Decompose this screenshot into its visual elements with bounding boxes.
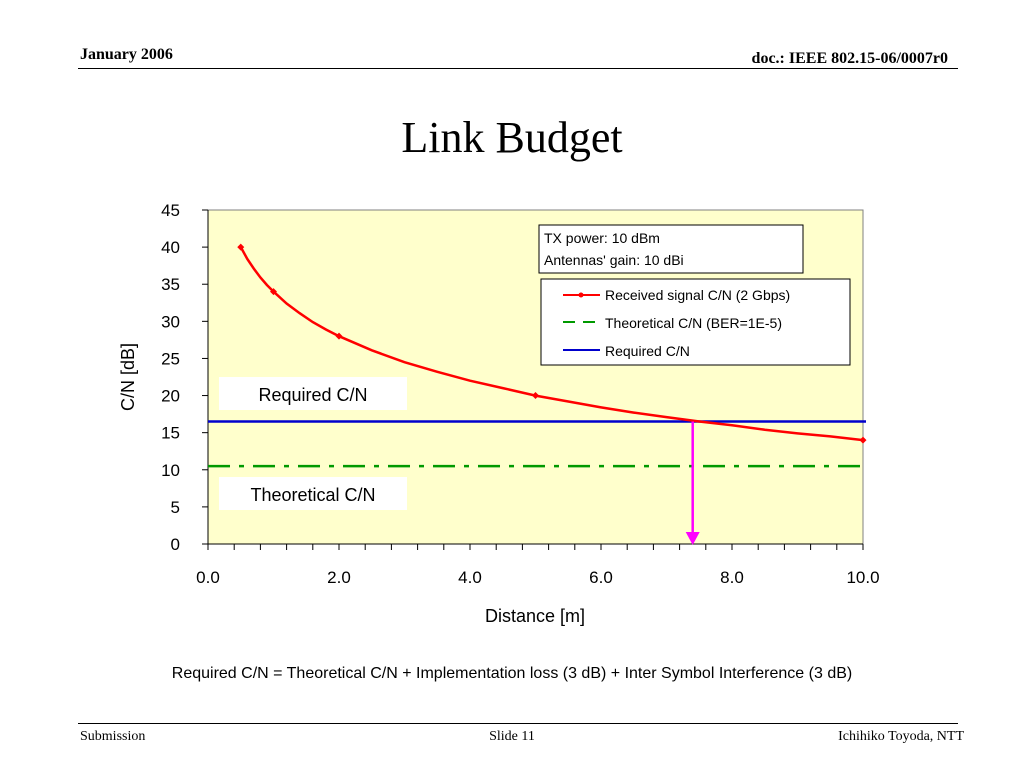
- data-markers: [237, 243, 867, 444]
- y-tick-label: 15: [161, 424, 180, 443]
- y-axis-label: C/N [dB]: [118, 343, 138, 411]
- annotation-required-text: Required C/N: [258, 385, 367, 405]
- legend-label-required: Required C/N: [605, 343, 690, 359]
- annotation-theoretical-text: Theoretical C/N: [250, 485, 375, 505]
- y-tick-label: 20: [161, 387, 180, 406]
- received-cn-marker: [532, 392, 539, 400]
- arrow-head: [685, 532, 700, 545]
- header-rule: [78, 68, 958, 69]
- axes: [207, 210, 863, 545]
- y-tick-label: 35: [161, 275, 180, 294]
- received-cn-marker: [859, 436, 867, 444]
- crossing-arrow: [685, 421, 700, 545]
- received-cn-line: [239, 246, 864, 442]
- info-box-line: TX power: 10 dBm: [544, 230, 660, 246]
- info-box-line: Antennas' gain: 10 dBi: [544, 252, 684, 268]
- legend-label-received: Received signal C/N (2 Gbps): [605, 287, 790, 303]
- annotation-required-box: [219, 377, 407, 410]
- x-axis-label: Distance [m]: [485, 606, 585, 626]
- footer-rule: [78, 723, 958, 724]
- footer-center: Slide 11: [489, 729, 535, 744]
- y-tick-label: 45: [161, 201, 180, 220]
- y-tick-label: 5: [171, 498, 180, 517]
- footer-left: Submission: [80, 729, 146, 744]
- legend-label-theoretical: Theoretical C/N (BER=1E-5): [605, 315, 782, 331]
- annotation-theoretical-box: [219, 477, 407, 510]
- slide-title: Link Budget: [401, 113, 623, 162]
- x-tick-label: 6.0: [589, 568, 613, 587]
- x-tick-label: 4.0: [458, 568, 482, 587]
- footer-right: Ichihiko Toyoda, NTT: [838, 729, 964, 744]
- received-cn-marker: [335, 332, 343, 340]
- tick-labels: 0 5 10 15 20 25 30 35 40 45 0.0 2.0 4.0 6.0 8.0 10.0: [161, 201, 879, 587]
- y-tick-label: 10: [161, 461, 180, 480]
- y-tick-label: 40: [161, 238, 180, 257]
- legend-marker-received: [578, 292, 584, 298]
- x-tick-label: 8.0: [720, 568, 744, 587]
- annotation-theoretical: Theoretical C/N: [219, 477, 407, 510]
- received-cn-marker: [270, 288, 277, 296]
- header-doc-id: doc.: IEEE 802.15-06/0007r0: [751, 50, 948, 67]
- x-tick-label: 10.0: [846, 568, 879, 587]
- header-date: January 2006: [80, 46, 173, 63]
- legend: Received signal C/N (2 Gbps) Theoretical…: [540, 278, 851, 366]
- y-tick-label: 0: [171, 535, 180, 554]
- info-box-frame: [538, 224, 804, 274]
- x-tick-label: 2.0: [327, 568, 351, 587]
- annotation-required: Required C/N: [219, 377, 407, 410]
- x-tick-label: 0.0: [196, 568, 220, 587]
- info-box: TX power: 10 dBm Antennas' gain: 10 dBi: [538, 224, 804, 274]
- y-tick-label: 30: [161, 312, 180, 331]
- y-tick-label: 25: [161, 349, 180, 368]
- ticks: [202, 209, 864, 550]
- received-cn-marker: [237, 243, 245, 251]
- formula-note: Required C/N = Theoretical C/N + Impleme…: [171, 665, 853, 682]
- series-lines: [208, 246, 866, 468]
